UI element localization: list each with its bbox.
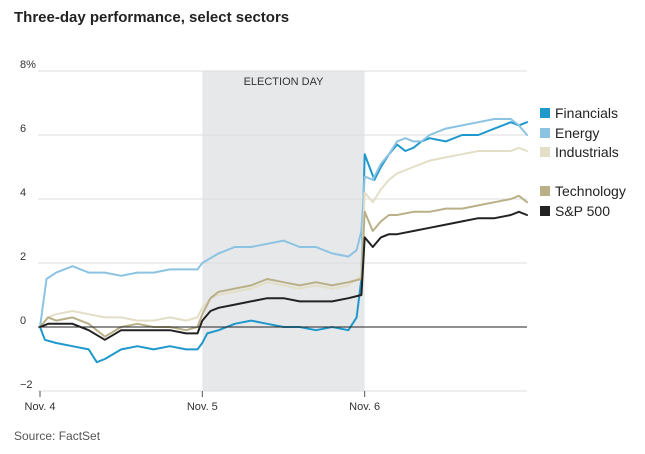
y-tick-label: 6 [20,123,26,135]
series-line-energy [39,118,528,328]
y-tick-label: 4 [20,187,26,199]
series-line-technology [39,194,528,338]
legend-label: Industrials [555,144,619,160]
y-tick-label: 8% [20,59,36,71]
legend-swatch [540,108,550,118]
source-note: Source: FactSet [14,429,101,443]
legend-swatch [540,206,550,216]
legend-swatch [540,186,550,196]
legend-label: Technology [555,183,626,199]
legend-swatch [540,128,550,138]
gridlines [38,70,527,392]
legend-label: Energy [555,125,599,141]
series-line-industrials [39,146,528,328]
x-tick-label: Nov. 6 [349,401,380,413]
series-line-financials [39,121,528,364]
election-day-label: ELECTION DAY [244,76,325,88]
x-tick-label: Nov. 4 [25,401,56,413]
legend-label: S&P 500 [555,203,610,219]
x-tick-label: Nov. 5 [187,401,218,413]
chart-title: Three-day performance, select sectors [14,9,290,26]
legend-swatch [540,147,550,157]
y-tick-label: 0 [20,315,26,327]
series-line-s-p-500 [39,210,528,341]
legend: Financials Energy Industrials Technology S&P… [540,105,626,219]
series-lines [39,118,528,364]
x-axis: Nov. 4 Nov. 5 Nov. 6 [25,391,380,413]
y-axis-ticks: 8% 6 4 2 0 −2 [20,59,36,391]
legend-label: Financials [555,105,618,121]
election-day-band [202,71,365,391]
y-tick-label: −2 [20,379,33,391]
y-tick-label: 2 [20,251,26,263]
